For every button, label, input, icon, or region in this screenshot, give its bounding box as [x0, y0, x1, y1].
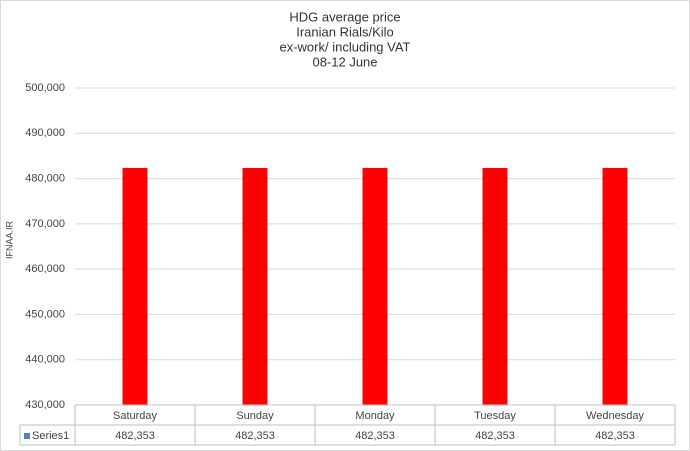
bar	[482, 167, 508, 405]
bar	[242, 167, 268, 405]
y-tick-label: 450,000	[25, 308, 65, 320]
x-tick-label: Saturday	[113, 410, 158, 422]
x-tick-label: Tuesday	[474, 410, 516, 422]
y-tick-label: 480,000	[25, 172, 65, 184]
y-axis-label: IFNAA.IR	[4, 221, 14, 260]
data-table-value: 482,353	[355, 430, 395, 442]
y-tick-label: 440,000	[25, 354, 65, 366]
data-table-value: 482,353	[475, 430, 515, 442]
bar	[602, 167, 628, 405]
y-tick-label: 470,000	[25, 218, 65, 230]
data-table-value: 482,353	[115, 430, 155, 442]
legend-key	[24, 433, 30, 439]
x-tick-label: Wednesday	[586, 410, 644, 422]
bar	[122, 167, 148, 405]
bar	[362, 167, 388, 405]
data-table-value: 482,353	[595, 430, 635, 442]
x-tick-label: Monday	[355, 410, 395, 422]
chart-title: ex-work/ including VAT	[279, 39, 410, 54]
chart-title: Iranian Rials/Kilo	[296, 24, 394, 39]
y-tick-label: 460,000	[25, 263, 65, 275]
data-table-value: 482,353	[235, 430, 275, 442]
y-tick-label: 500,000	[25, 82, 65, 94]
chart-title: HDG average price	[289, 9, 400, 24]
chart-title: 08-12 June	[312, 54, 377, 69]
legend-label: Series1	[32, 430, 69, 442]
y-tick-label: 490,000	[25, 127, 65, 139]
x-tick-label: Sunday	[236, 410, 274, 422]
y-tick-label: 430,000	[25, 399, 65, 411]
